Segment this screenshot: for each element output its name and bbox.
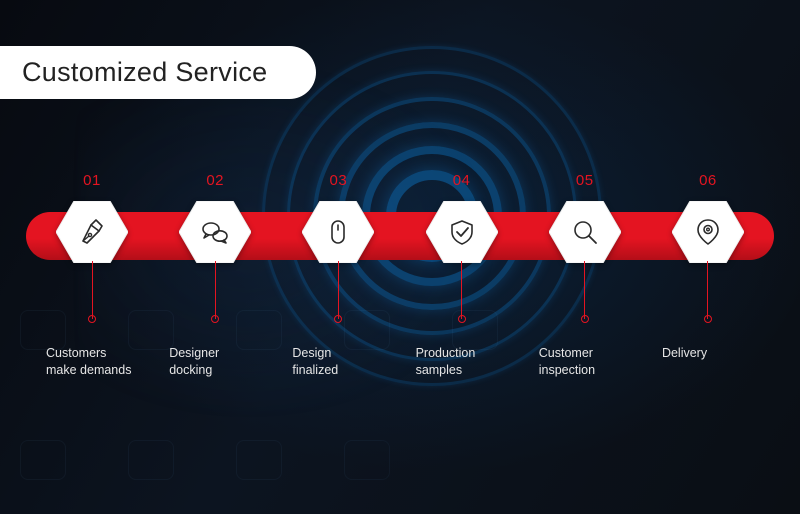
timeline-steps: 01 Customersmake demands 02 Designerdocking…: [26, 172, 774, 379]
step-connector: [338, 261, 339, 319]
process-step: 01 Customersmake demands: [44, 172, 140, 379]
location-pin-icon: [693, 217, 723, 247]
step-connector: [707, 261, 708, 319]
pen-nib-icon: [77, 217, 107, 247]
step-hexagon: [179, 201, 251, 263]
step-connector: [461, 261, 462, 319]
process-step: 05 Customerinspection: [537, 172, 633, 379]
step-connector-dot: [334, 315, 342, 323]
step-number: 02: [206, 172, 224, 189]
step-connector: [92, 261, 93, 319]
step-label: Delivery: [660, 345, 756, 362]
step-connector: [584, 261, 585, 319]
step-hexagon: [672, 201, 744, 263]
step-hexagon: [549, 201, 621, 263]
step-hexagon: [302, 201, 374, 263]
process-step: 02 Designerdocking: [167, 172, 263, 379]
step-connector-dot: [458, 315, 466, 323]
step-label: Customersmake demands: [44, 345, 140, 379]
step-number: 05: [576, 172, 594, 189]
process-step: 04 Productionsamples: [414, 172, 510, 379]
faint-hex-row-2: [20, 440, 390, 480]
shield-check-icon: [447, 217, 477, 247]
step-label: Designerdocking: [167, 345, 263, 379]
step-number: 06: [699, 172, 717, 189]
process-timeline: 01 Customersmake demands 02 Designerdocking…: [26, 172, 774, 379]
step-connector-dot: [704, 315, 712, 323]
step-connector-dot: [88, 315, 96, 323]
page-title: Customized Service: [0, 46, 316, 99]
step-hexagon: [426, 201, 498, 263]
step-label: Customerinspection: [537, 345, 633, 379]
step-connector: [215, 261, 216, 319]
step-connector-dot: [211, 315, 219, 323]
mouse-icon: [323, 217, 353, 247]
step-label: Productionsamples: [414, 345, 510, 379]
magnifier-icon: [570, 217, 600, 247]
step-number: 04: [453, 172, 471, 189]
process-step: 03 Designfinalized: [290, 172, 386, 379]
step-connector-dot: [581, 315, 589, 323]
step-number: 01: [83, 172, 101, 189]
step-label: Designfinalized: [290, 345, 386, 379]
chat-bubbles-icon: [200, 217, 230, 247]
step-hexagon: [56, 201, 128, 263]
step-number: 03: [330, 172, 348, 189]
process-step: 06 Delivery: [660, 172, 756, 379]
